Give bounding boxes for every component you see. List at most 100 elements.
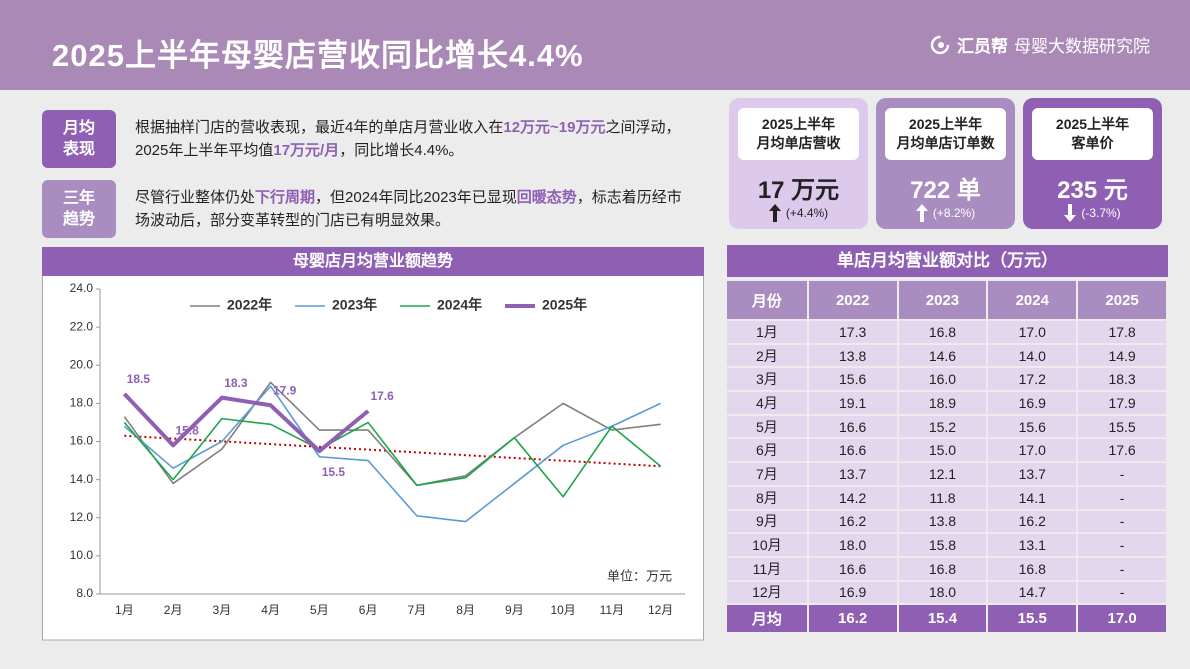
table-cell: 16.2 xyxy=(808,510,899,533)
table-cell: 14.9 xyxy=(1078,344,1168,367)
summary-row: 三年 趋势 尽管行业整体仍处下行周期，但2024年同比2023年已显现回暖态势，标志… xyxy=(42,180,682,238)
table-cell: 15.6 xyxy=(988,415,1079,438)
data-label: 18.5 xyxy=(127,372,151,386)
table-cell: 15.8 xyxy=(898,534,989,556)
text-segment: 根据抽样门店的营收表现，最近4年的单店月营业收入在 xyxy=(135,119,504,136)
brand-logo xyxy=(930,35,950,54)
table-cell: 14.2 xyxy=(808,486,899,509)
summary-tag: 月均 表现 xyxy=(42,110,116,168)
table-cell: 13.8 xyxy=(898,510,989,533)
table-cell: - xyxy=(1078,510,1168,533)
kpi-change: (-3.7%) xyxy=(1023,204,1162,222)
table-cell: 17.0 xyxy=(988,439,1079,462)
kpi-title-line: 月均单店营收 xyxy=(756,135,841,151)
table-cell: 16.2 xyxy=(988,510,1079,533)
table-row: 11月 16.6 16.8 16.8- xyxy=(727,557,1168,580)
series-line xyxy=(122,392,370,454)
footer-cell: 15.5 xyxy=(988,605,1079,633)
table-cell: 15.6 xyxy=(808,368,899,391)
x-tick-label: 5月 xyxy=(310,603,329,617)
kpi-title: 2025上半年 客单价 xyxy=(1032,108,1153,160)
table-cell: 17.8 xyxy=(1078,321,1168,343)
table-cell: 16.6 xyxy=(808,557,899,580)
header: 2025上半年母婴店营收同比增长4.4% 汇员帮 母婴大数据研究院 xyxy=(0,0,1190,90)
x-tick-label: 12月 xyxy=(648,603,673,617)
table-row: 9月 16.2 13.8 16.2- xyxy=(727,510,1168,533)
kpi-value: 17 万元 xyxy=(757,177,840,204)
table-cell: 16.9 xyxy=(808,581,899,604)
data-label: 18.3 xyxy=(224,376,248,390)
table-cell: 18.3 xyxy=(1078,368,1168,391)
summary-row: 月均 表现 根据抽样门店的营收表现，最近4年的单店月营业收入在12万元~19万元之间… xyxy=(42,110,682,168)
x-tick-label: 11月 xyxy=(600,603,624,617)
highlight-text: 回暖态势 xyxy=(516,189,577,206)
table-cell: 9月 xyxy=(727,510,809,533)
tag-text: 表现 xyxy=(62,141,95,158)
trend-arrow xyxy=(768,204,781,222)
table-cell: 16.6 xyxy=(808,415,899,438)
table-row: 5月 16.6 15.2 15.6 15.5 xyxy=(727,415,1168,438)
text-segment: ，同比增长4.4%。 xyxy=(339,142,464,159)
table-row: 4月 19.1 18.9 16.9 17.9 xyxy=(727,392,1168,414)
table-cell: - xyxy=(1078,581,1168,604)
x-tick-label: 1月 xyxy=(115,603,134,617)
kpi-change-text: (+8.2%) xyxy=(932,206,976,220)
data-label: 17.9 xyxy=(273,383,297,397)
table-cell: 8月 xyxy=(727,486,809,509)
kpi-card: 2025上半年 月均单店营收 17 万元 (+4.4%) xyxy=(729,98,868,229)
table-head: 月份 2022 2023 2024 2025 xyxy=(727,281,1168,319)
kpi-change: (+8.2%) xyxy=(876,204,1015,222)
x-tick-label: 4月 xyxy=(261,603,280,617)
summary-text: 根据抽样门店的营收表现，最近4年的单店月营业收入在12万元~19万元之间浮动，2… xyxy=(135,116,682,162)
chart: 母婴店月均营业额趋势 8.0 10.0 12.0 14.0 16.0 18.0 20.0 22.… xyxy=(42,247,704,641)
table-cell: 13.7 xyxy=(808,463,899,485)
footer-row: 月均 16.2 15.4 15.5 17.0 xyxy=(727,605,1168,633)
table-cell: 6月 xyxy=(727,439,809,462)
footer-cell: 17.0 xyxy=(1078,605,1168,633)
y-tick-label: 16.0 xyxy=(70,434,94,448)
header-row: 月份 2022 2023 2024 2025 xyxy=(727,281,1168,319)
table-cell: 7月 xyxy=(727,463,809,485)
tag-text: 月均 xyxy=(62,120,95,137)
legend-label: 2025年 xyxy=(542,297,587,313)
x-tick-label: 9月 xyxy=(505,603,524,617)
table-cell: 16.9 xyxy=(988,392,1079,414)
table-cell: 16.8 xyxy=(988,557,1079,580)
x-tick-label: 7月 xyxy=(408,603,427,617)
x-tick-label: 3月 xyxy=(213,603,232,617)
data-label: 17.6 xyxy=(370,389,394,403)
footer-cell: 15.4 xyxy=(898,605,989,633)
y-tick-label: 12.0 xyxy=(70,510,94,524)
column-header: 2025 xyxy=(1078,281,1168,319)
legend-label: 2024年 xyxy=(437,297,482,313)
table-cell: - xyxy=(1078,486,1168,509)
table-cell: 14.7 xyxy=(988,581,1079,604)
highlight-text: 12万元~19万元 xyxy=(503,119,606,136)
legend-label: 2022年 xyxy=(227,297,272,313)
table-cell: 3月 xyxy=(727,368,809,391)
x-tick-label: 6月 xyxy=(359,603,378,617)
table-row: 12月 16.9 18.0 14.7- xyxy=(727,581,1168,604)
y-tick-label: 10.0 xyxy=(70,548,94,562)
table-cell: 2月 xyxy=(727,344,809,367)
summary-tag: 三年 趋势 xyxy=(42,180,116,238)
table-cell: 13.7 xyxy=(988,463,1079,485)
table-cell: 16.6 xyxy=(808,439,899,462)
table-row: 3月 15.6 16.0 17.2 18.3 xyxy=(727,368,1168,391)
kpi-title-line: 客单价 xyxy=(1071,135,1114,151)
table-cell: 11.8 xyxy=(898,486,989,509)
text-segment: 尽管行业整体仍处 xyxy=(135,189,256,206)
table-cell: - xyxy=(1078,534,1168,556)
table-cell: 16.8 xyxy=(898,557,989,580)
column-header: 2024 xyxy=(988,281,1079,319)
table-row: 7月 13.7 12.1 13.7- xyxy=(727,463,1168,485)
table-cell: 15.5 xyxy=(1078,415,1168,438)
table-cell: 4月 xyxy=(727,392,809,414)
highlight-text: 下行周期 xyxy=(255,189,316,206)
y-tick-label: 8.0 xyxy=(76,586,93,600)
kpi-card: 2025上半年 客单价 235 元 (-3.7%) xyxy=(1023,98,1162,229)
table-cell: 17.9 xyxy=(1078,392,1168,414)
table-cell: 12月 xyxy=(727,581,809,604)
y-tick-label: 18.0 xyxy=(70,396,94,410)
table-body: 1月 17.3 16.8 17.0 17.8 2月 13.8 14.6 14.0 14.9 3月 15… xyxy=(727,321,1168,604)
